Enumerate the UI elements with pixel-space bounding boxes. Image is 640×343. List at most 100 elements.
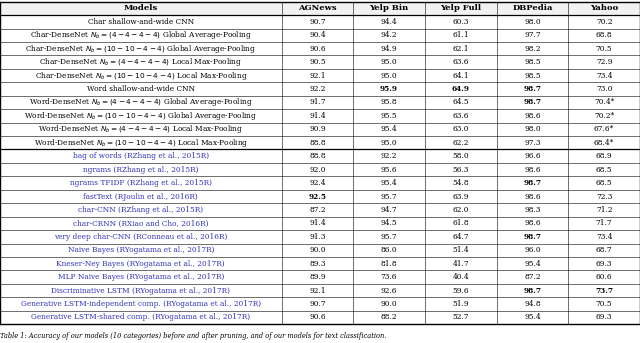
- Text: 90.6: 90.6: [309, 314, 326, 321]
- Bar: [0, 2, 640, 15]
- Text: 61.1: 61.1: [452, 31, 469, 39]
- Text: 68.4*: 68.4*: [594, 139, 614, 147]
- Text: 68.7: 68.7: [596, 246, 612, 254]
- Text: 64.9: 64.9: [452, 85, 470, 93]
- Text: 70.2: 70.2: [596, 18, 612, 26]
- Text: Word-DenseNet $N_b = (4-4-4-4)$ Local Max-Pooling: Word-DenseNet $N_b = (4-4-4-4)$ Local Ma…: [38, 123, 243, 135]
- Text: 90.9: 90.9: [309, 125, 326, 133]
- Text: Table 1: Accuracy of our models (10 categories) before and after pruning, and of: Table 1: Accuracy of our models (10 cate…: [0, 332, 387, 340]
- Text: 62.0: 62.0: [452, 206, 469, 214]
- Text: 59.6: 59.6: [452, 286, 469, 295]
- Text: 63.6: 63.6: [452, 58, 469, 66]
- Text: 98.6: 98.6: [524, 192, 541, 201]
- Text: 92.0: 92.0: [309, 166, 326, 174]
- Text: 60.6: 60.6: [596, 273, 612, 281]
- Text: 73.6: 73.6: [381, 273, 397, 281]
- Text: 98.7: 98.7: [524, 286, 541, 295]
- Text: 40.4: 40.4: [452, 273, 469, 281]
- Text: bag of words (RZhang et al., 2015R): bag of words (RZhang et al., 2015R): [73, 152, 209, 160]
- Text: 92.2: 92.2: [309, 85, 326, 93]
- Text: 94.7: 94.7: [381, 206, 397, 214]
- Text: Yahoo: Yahoo: [590, 4, 618, 12]
- Text: 60.3: 60.3: [452, 18, 469, 26]
- Text: 71.7: 71.7: [596, 220, 612, 227]
- Text: 51.9: 51.9: [452, 300, 469, 308]
- Text: 95.0: 95.0: [381, 139, 397, 147]
- Text: Naive Bayes (RYogatama et al., 2017R): Naive Bayes (RYogatama et al., 2017R): [68, 246, 214, 254]
- Text: 62.2: 62.2: [452, 139, 469, 147]
- Text: Yelp Full: Yelp Full: [440, 4, 481, 12]
- Text: Kneser-Ney Bayes (RYogatama et al., 2017R): Kneser-Ney Bayes (RYogatama et al., 2017…: [56, 260, 225, 268]
- Text: Models: Models: [124, 4, 158, 12]
- Text: Word-DenseNet $N_b = (10-10-4-4)$ Local Max-Pooling: Word-DenseNet $N_b = (10-10-4-4)$ Local …: [33, 137, 248, 149]
- Text: 64.7: 64.7: [452, 233, 469, 241]
- Text: Char-DenseNet $N_b = (4-4-4-4)$ Local Max-Pooling: Char-DenseNet $N_b = (4-4-4-4)$ Local Ma…: [39, 56, 243, 68]
- Text: 94.5: 94.5: [381, 220, 397, 227]
- Text: char-CRNN (RXiao and Cho, 2016R): char-CRNN (RXiao and Cho, 2016R): [73, 220, 209, 227]
- Text: 87.2: 87.2: [524, 273, 541, 281]
- Text: 92.1: 92.1: [309, 286, 326, 295]
- Text: 90.7: 90.7: [309, 300, 326, 308]
- Text: 95.4: 95.4: [524, 260, 541, 268]
- Text: 98.7: 98.7: [524, 98, 541, 106]
- Text: 87.2: 87.2: [309, 206, 326, 214]
- Text: 98.6: 98.6: [524, 166, 541, 174]
- Text: 64.1: 64.1: [452, 72, 469, 80]
- Text: 90.0: 90.0: [309, 246, 326, 254]
- Text: 98.3: 98.3: [524, 206, 541, 214]
- Text: 90.6: 90.6: [309, 45, 326, 53]
- Text: 63.6: 63.6: [452, 112, 469, 120]
- Text: 95.8: 95.8: [381, 98, 397, 106]
- Text: 95.0: 95.0: [381, 72, 397, 80]
- Text: 98.2: 98.2: [524, 45, 541, 53]
- Text: 41.7: 41.7: [452, 260, 469, 268]
- Text: 86.0: 86.0: [381, 246, 397, 254]
- Text: 95.0: 95.0: [381, 58, 397, 66]
- Text: 70.5: 70.5: [596, 300, 612, 308]
- Text: 88.8: 88.8: [309, 139, 326, 147]
- Text: 68.5: 68.5: [596, 179, 612, 187]
- Text: 95.7: 95.7: [381, 192, 397, 201]
- Text: 72.3: 72.3: [596, 192, 612, 201]
- Text: 63.0: 63.0: [452, 125, 469, 133]
- Text: 92.1: 92.1: [309, 72, 326, 80]
- Text: 73.4: 73.4: [596, 72, 612, 80]
- Text: 97.7: 97.7: [524, 31, 541, 39]
- Text: 70.2*: 70.2*: [594, 112, 614, 120]
- Text: 98.7: 98.7: [524, 179, 541, 187]
- Text: AGNews: AGNews: [298, 4, 337, 12]
- Text: 54.8: 54.8: [452, 179, 469, 187]
- Text: 67.6*: 67.6*: [594, 125, 614, 133]
- Text: 95.4: 95.4: [524, 314, 541, 321]
- Text: 68.8: 68.8: [596, 31, 612, 39]
- Text: Char-DenseNet $N_b = (4-4-4-4)$ Global Average-Pooling: Char-DenseNet $N_b = (4-4-4-4)$ Global A…: [30, 29, 252, 41]
- Text: very deep char-CNN (RConneau et al., 2016R): very deep char-CNN (RConneau et al., 201…: [54, 233, 227, 241]
- Text: 72.9: 72.9: [596, 58, 612, 66]
- Text: 71.2: 71.2: [596, 206, 612, 214]
- Text: Word-DenseNet $N_b = (10-10-4-4)$ Global Average-Pooling: Word-DenseNet $N_b = (10-10-4-4)$ Global…: [24, 110, 257, 122]
- Text: 95.5: 95.5: [381, 112, 397, 120]
- Text: 95.4: 95.4: [381, 125, 397, 133]
- Text: 98.6: 98.6: [524, 112, 541, 120]
- Text: 89.3: 89.3: [309, 260, 326, 268]
- Text: 94.9: 94.9: [381, 45, 397, 53]
- Text: 94.8: 94.8: [524, 300, 541, 308]
- Text: 98.0: 98.0: [524, 125, 541, 133]
- Text: 95.7: 95.7: [381, 233, 397, 241]
- Text: Discriminative LSTM (RYogatama et al., 2017R): Discriminative LSTM (RYogatama et al., 2…: [51, 286, 230, 295]
- Text: 88.2: 88.2: [381, 314, 397, 321]
- Text: 61.8: 61.8: [452, 220, 469, 227]
- Text: Char shallow-and-wide CNN: Char shallow-and-wide CNN: [88, 18, 194, 26]
- Text: Yelp Bin: Yelp Bin: [369, 4, 409, 12]
- Text: 90.5: 90.5: [309, 58, 326, 66]
- Text: 98.0: 98.0: [524, 18, 541, 26]
- Text: 92.5: 92.5: [308, 192, 326, 201]
- Text: 56.3: 56.3: [452, 166, 469, 174]
- Text: 70.5: 70.5: [596, 45, 612, 53]
- Text: 98.5: 98.5: [524, 58, 541, 66]
- Text: Generative LSTM-independent comp. (RYogatama et al., 2017R): Generative LSTM-independent comp. (RYoga…: [20, 300, 261, 308]
- Text: 52.7: 52.7: [452, 314, 469, 321]
- Text: 58.0: 58.0: [452, 152, 469, 160]
- Text: MLP Naive Bayes (RYogatama et al., 2017R): MLP Naive Bayes (RYogatama et al., 2017R…: [58, 273, 224, 281]
- Text: 51.4: 51.4: [452, 246, 469, 254]
